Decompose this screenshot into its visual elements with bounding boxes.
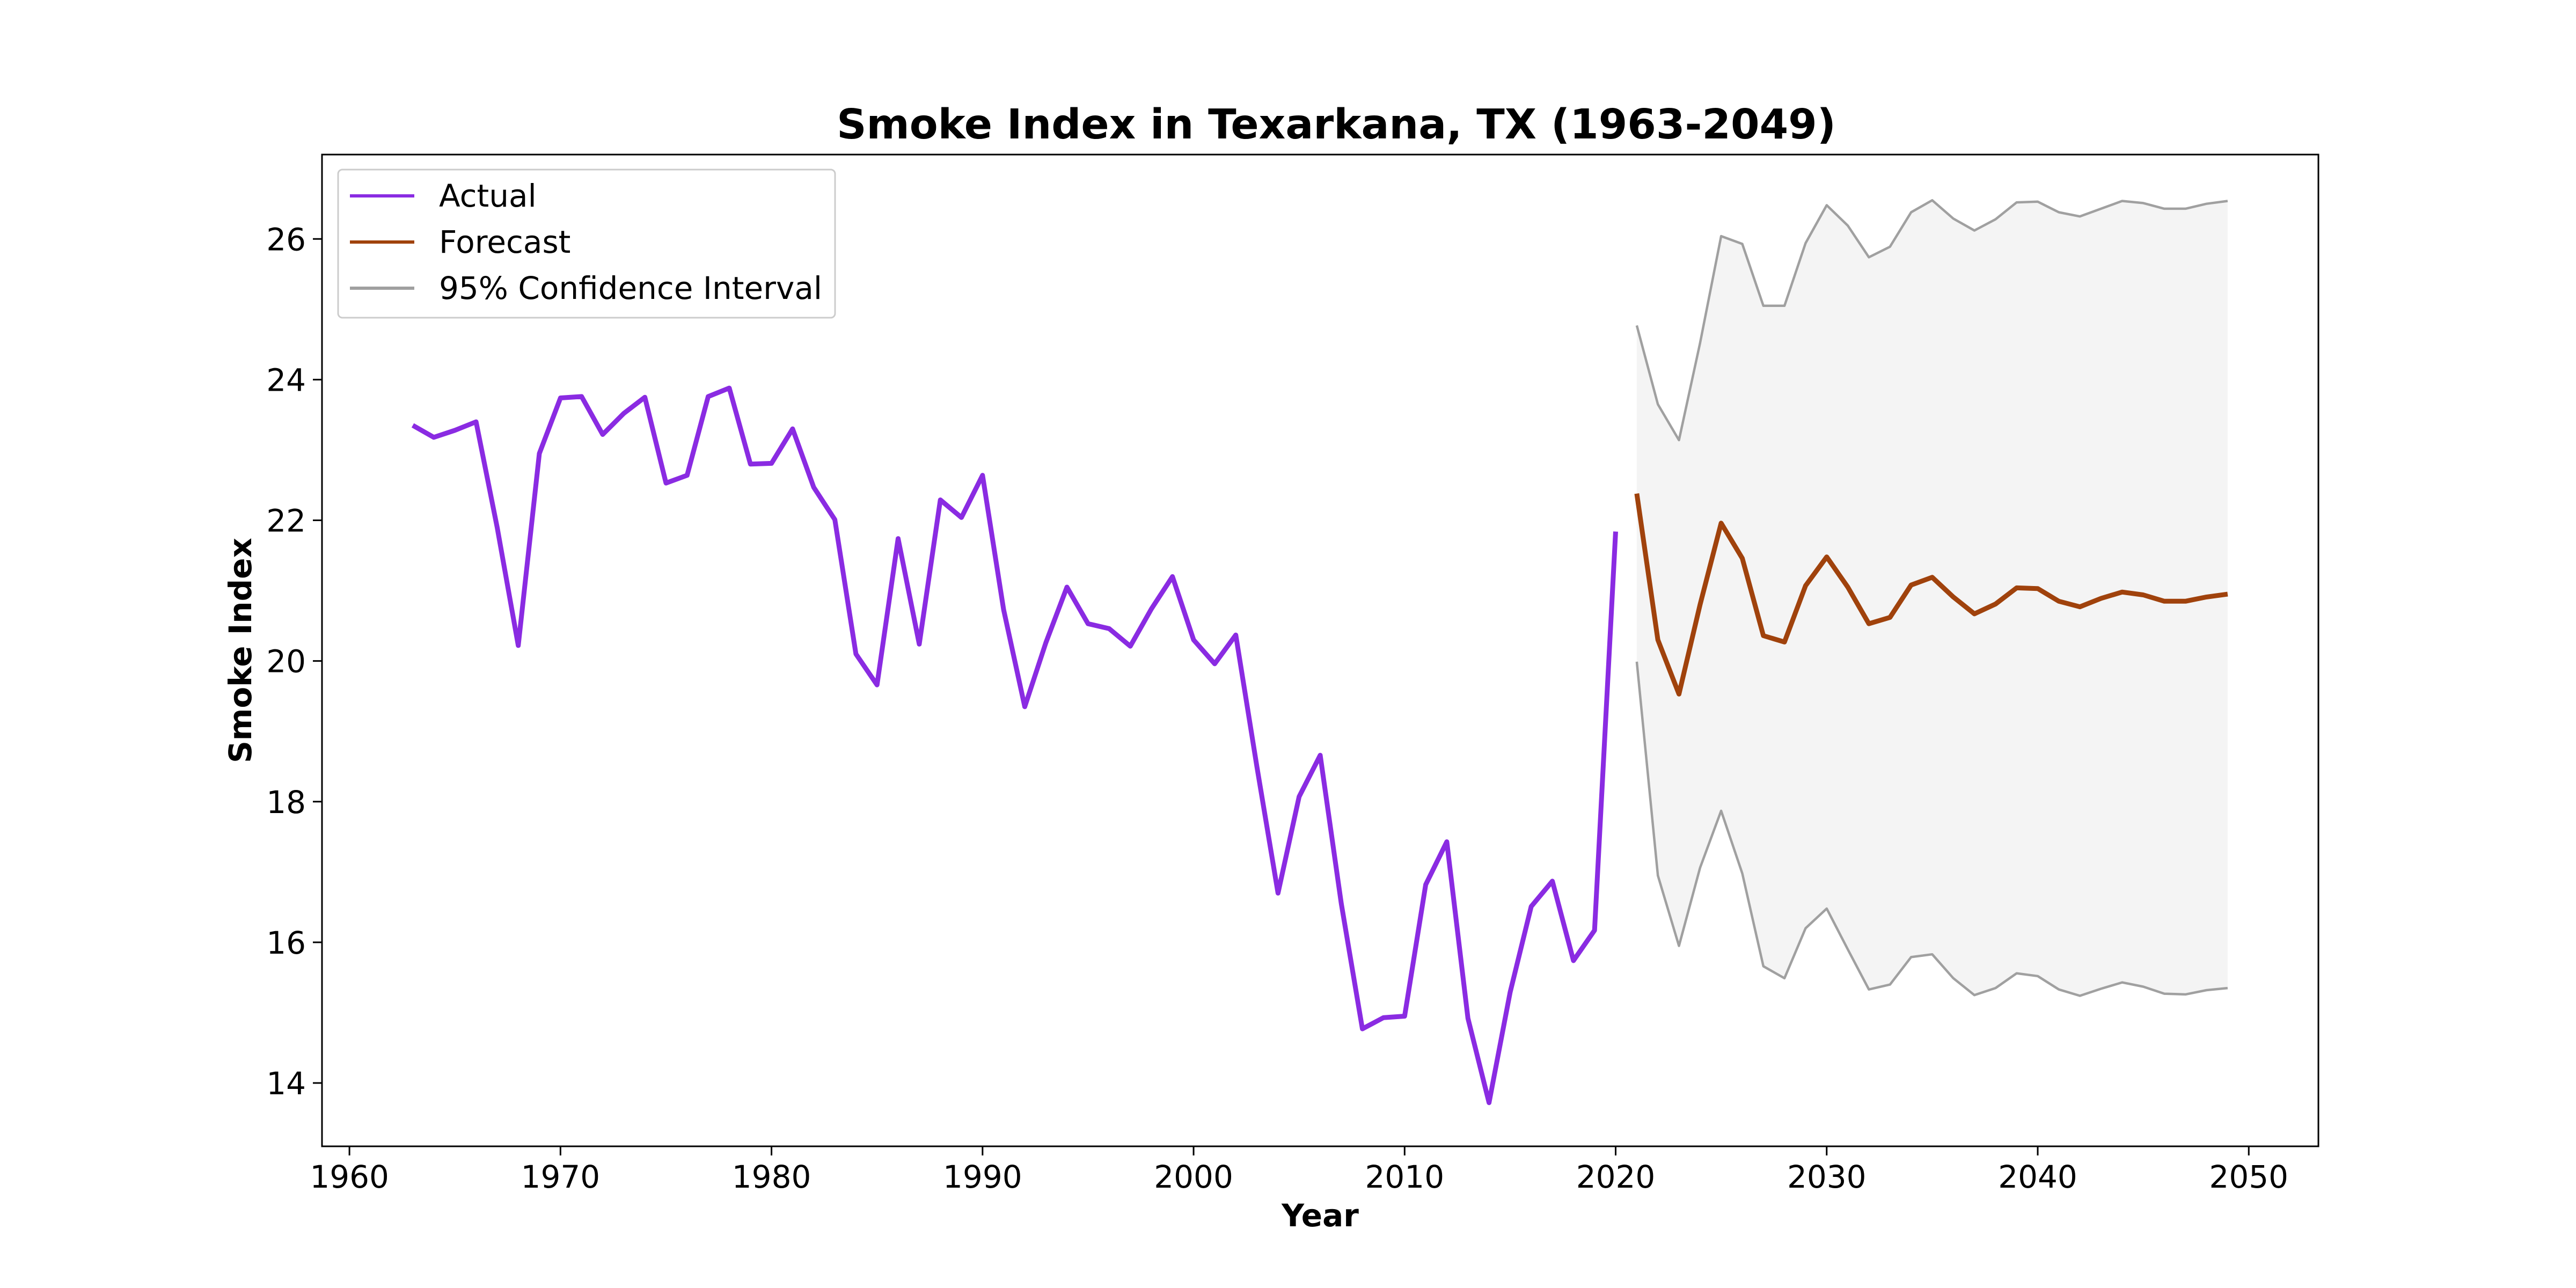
x-tick-label: 2040 <box>1998 1159 2077 1195</box>
x-tick-label: 1970 <box>521 1159 601 1195</box>
y-axis: 14 16 18 20 22 24 26 <box>266 221 322 1102</box>
x-tick-label: 2020 <box>1576 1159 1656 1195</box>
x-axis: 1960 1970 1980 1990 2000 2010 2020 2030 2040 2050 <box>310 1146 2288 1195</box>
legend-label-ci: 95% Confidence Interval <box>439 270 822 306</box>
confidence-band <box>1636 200 2228 996</box>
x-tick-label: 1980 <box>732 1159 811 1195</box>
y-tick-label: 20 <box>266 643 306 680</box>
y-tick-label: 14 <box>266 1065 306 1102</box>
y-tick-label: 22 <box>266 503 306 539</box>
legend-box <box>337 169 836 319</box>
chart-title: Smoke Index in Texarkana, TX (1963-2049) <box>837 101 1836 149</box>
legend-label-forecast: Forecast <box>439 224 570 260</box>
x-tick-label: 2010 <box>1365 1159 1444 1195</box>
y-tick-label: 16 <box>266 925 306 961</box>
y-tick-label: 26 <box>266 221 306 258</box>
legend: Actual Forecast 95% Confidence Interval <box>337 169 836 319</box>
x-tick-label: 2030 <box>1787 1159 1867 1195</box>
legend-label-actual: Actual <box>439 178 537 214</box>
x-tick-label: 1990 <box>943 1159 1022 1195</box>
actual-series-line <box>411 385 1618 1106</box>
plot-area <box>411 199 2228 1106</box>
plot-frame <box>321 153 2319 1147</box>
ci-lower-line <box>1635 661 2228 997</box>
y-tick-label: 18 <box>266 784 306 821</box>
x-tick-label: 2000 <box>1154 1159 1233 1195</box>
x-axis-label: Year <box>1281 1197 1359 1234</box>
y-tick-label: 24 <box>266 362 306 398</box>
forecast-series-line <box>1634 493 2228 697</box>
y-axis-label: Smoke Index <box>222 538 259 763</box>
ci-upper-line <box>1635 199 2228 442</box>
x-tick-label: 1960 <box>310 1159 389 1195</box>
x-tick-label: 2050 <box>2209 1159 2288 1195</box>
